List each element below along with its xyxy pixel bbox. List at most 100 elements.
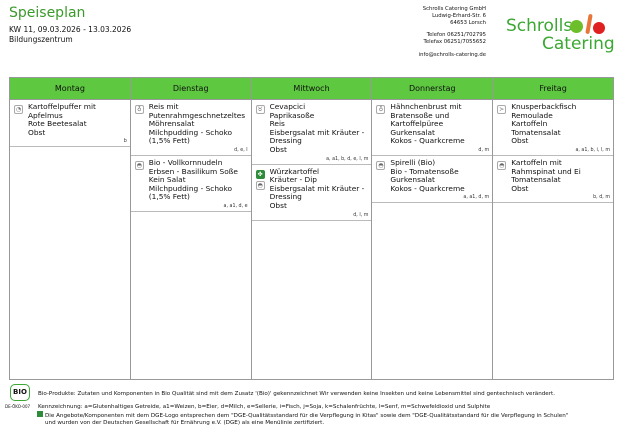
allergens: d, e, l	[234, 147, 248, 153]
meal-line: Milchpudding - Schoko	[148, 127, 233, 137]
meal-item: ♁ Hähnchenbrust mit Bratensoße und Kartoffe…	[372, 100, 493, 156]
location: Bildungszentrum	[9, 35, 73, 44]
meal-line: Dressing	[269, 192, 302, 202]
meal-line: Hähnchenbrust mit	[390, 102, 462, 111]
company-city: 64653 Lorsch	[450, 19, 486, 26]
dge-icon	[37, 411, 43, 417]
meal-line: Paprikasoße	[269, 110, 315, 120]
company-street: Ludwig-Erhard-Str. 6	[432, 12, 486, 19]
company-phone: Telefon 06251/702795	[426, 32, 486, 39]
day-header-donnerstag: Donnerstag	[371, 77, 494, 100]
company-name: Schrolls Catering GmbH	[422, 6, 486, 12]
meal-line: Kein Salat	[148, 175, 186, 185]
meal-line: Kartoffeln	[511, 119, 548, 129]
meal-line: Tomatensalat	[511, 175, 561, 185]
bio-logo: BIO	[10, 384, 30, 401]
beef-icon: ♉	[255, 105, 265, 114]
meal-line: Kartoffelpuffer mit	[28, 102, 96, 111]
meal-line: Kartoffeln mit	[511, 157, 562, 167]
meal-line: Eisbergsalat mit Kräuter -	[269, 127, 365, 137]
meal-item: ♉ Cevapcici Paprikasoße Reis Eisbergsalat mi…	[251, 100, 372, 165]
meal-line: Möhrensalat	[148, 119, 195, 129]
day-header-mittwoch: Mittwoch	[250, 77, 373, 100]
meal-line: Eisbergsalat mit Kräuter -	[269, 183, 365, 193]
apple-icon	[570, 20, 583, 33]
day-column: ♉ Cevapcici Paprikasoße Reis Eisbergsalat mi…	[250, 99, 373, 380]
vegetarian-icon: ◓	[134, 160, 144, 170]
meal-line: Obst	[511, 183, 529, 193]
week-info: KW 11, 09.03.2026 - 13.03.2026 Bildungsz…	[9, 25, 131, 45]
menu-table: Montag Dienstag Mittwoch Donnerstag Freitag …	[9, 77, 614, 380]
page-title: Speiseplan	[9, 5, 86, 21]
meal-line: Obst	[269, 144, 287, 154]
meal-line: (1,5% Fett)	[148, 192, 190, 202]
meal-line: Reis mit	[148, 102, 179, 111]
bio-code: DE-ÖKO-007	[5, 404, 31, 409]
allergens: a, a1, d, e	[223, 203, 248, 209]
meal-line: Gurkensalat	[390, 175, 435, 185]
allergens: d, m	[478, 147, 490, 153]
day-column: ≻ Knusperbackfisch Remoulade Kartoffeln Toma…	[492, 99, 614, 380]
meal-item: ≻ Knusperbackfisch Remoulade Kartoffeln Toma…	[493, 100, 613, 156]
day-column: ♁ Reis mit Putenrahmgeschnetzeltes Möhrensa…	[129, 99, 252, 380]
meal-line: Kräuter - Dip	[269, 175, 317, 185]
meal-line: Kartoffelpüree	[390, 119, 444, 129]
day-header-freitag: Freitag	[492, 77, 614, 100]
meal-line: Reis	[269, 119, 285, 129]
meal-item: ◓ Bio - Vollkornnudeln Erbsen - Basilikum …	[130, 156, 251, 212]
dge-icon: ✤	[255, 169, 265, 179]
tomato-icon	[593, 22, 605, 34]
meal-line: Spirelli (Bio)	[390, 157, 436, 167]
vegetarian-icon: ◓	[497, 160, 507, 170]
meal-line: Obst	[28, 127, 46, 137]
meal-line: Obst	[511, 136, 529, 146]
meal-line: Apfelmus	[28, 110, 63, 120]
meal-item: ◓ Kartoffeln mit Rahmspinat und Ei Tomatens…	[493, 156, 613, 204]
meal-line: Bio - Vollkornnudeln	[148, 157, 223, 167]
meal-line: Rote Beetesalat	[28, 119, 87, 129]
allergens: a, a1, b, d, e, l, m	[326, 156, 369, 162]
meal-line: Bratensoße und	[390, 110, 450, 120]
meal-line: (1,5% Fett)	[148, 136, 190, 146]
allergen-legend: Kennzeichnung: a=Glutenhaltiges Getreide…	[38, 404, 491, 410]
company-address: Schrolls Catering GmbH Ludwig-Erhard-Str…	[380, 6, 486, 59]
meal-item: ✤ ◓ Würzkartoffel Kräuter - Dip Eisbergsalat…	[251, 165, 372, 221]
day-header-montag: Montag	[9, 77, 131, 100]
meal-item: ◔ Kartoffelpuffer mit Apfelmus Rote Beetesa…	[10, 100, 130, 148]
meal-line: Erbsen - Basilikum Soße	[148, 166, 238, 176]
dge-note: Die Angebote/Komponenten mit dem DGE-Log…	[37, 411, 568, 426]
meal-line: Putenrahmgeschnetzeltes	[148, 110, 246, 120]
meal-line: Würzkartoffel	[269, 166, 320, 176]
meal-line: Remoulade	[511, 110, 553, 120]
day-column: ♁ Hähnchenbrust mit Bratensoße und Kartoffe…	[371, 99, 494, 380]
pork-icon: ◔	[14, 105, 23, 114]
allergens: a, a1, b, i, l, m	[575, 147, 610, 153]
meal-line: Milchpudding - Schoko	[148, 183, 233, 193]
meal-line: Kokos - Quarkcreme	[390, 183, 465, 193]
meal-item: ♁ Reis mit Putenrahmgeschnetzeltes Möhrensa…	[130, 100, 251, 156]
meal-line: Tomatensalat	[511, 127, 561, 137]
allergens: b	[123, 139, 127, 145]
meal-line: Knusperbackfisch	[511, 102, 577, 111]
allergens: b, d, m	[593, 195, 610, 201]
company-email[interactable]: info@schrolls-catering.de	[418, 51, 486, 58]
poultry-icon: ♁	[134, 105, 144, 114]
meal-line: Cevapcici	[269, 102, 306, 111]
meal-line: Dressing	[269, 136, 302, 146]
company-logo: Schrolls Catering	[504, 13, 615, 56]
carrot-icon	[585, 13, 593, 35]
bio-text: Bio-Produkte: Zutaten und Komponenten in…	[38, 391, 556, 397]
poultry-icon: ♁	[376, 105, 386, 114]
day-header-dienstag: Dienstag	[129, 77, 252, 100]
week-range: KW 11, 09.03.2026 - 13.03.2026	[9, 25, 132, 34]
company-fax: Telefax 06251/7055652	[423, 39, 486, 46]
meal-line: Rahmspinat und Ei	[511, 166, 581, 176]
meal-item: ◓ Spirelli (Bio) Bio - Tomatensoße Gurkensa…	[372, 156, 493, 204]
fish-icon: ≻	[497, 105, 507, 114]
allergens: a, a1, d, m	[463, 195, 490, 201]
meal-line: Gurkensalat	[390, 127, 435, 137]
day-column: ◔ Kartoffelpuffer mit Apfelmus Rote Beetesa…	[9, 99, 131, 380]
meal-line: Kokos - Quarkcreme	[390, 136, 465, 146]
meal-line: Obst	[269, 200, 287, 210]
vegetarian-icon: ◓	[255, 180, 265, 190]
